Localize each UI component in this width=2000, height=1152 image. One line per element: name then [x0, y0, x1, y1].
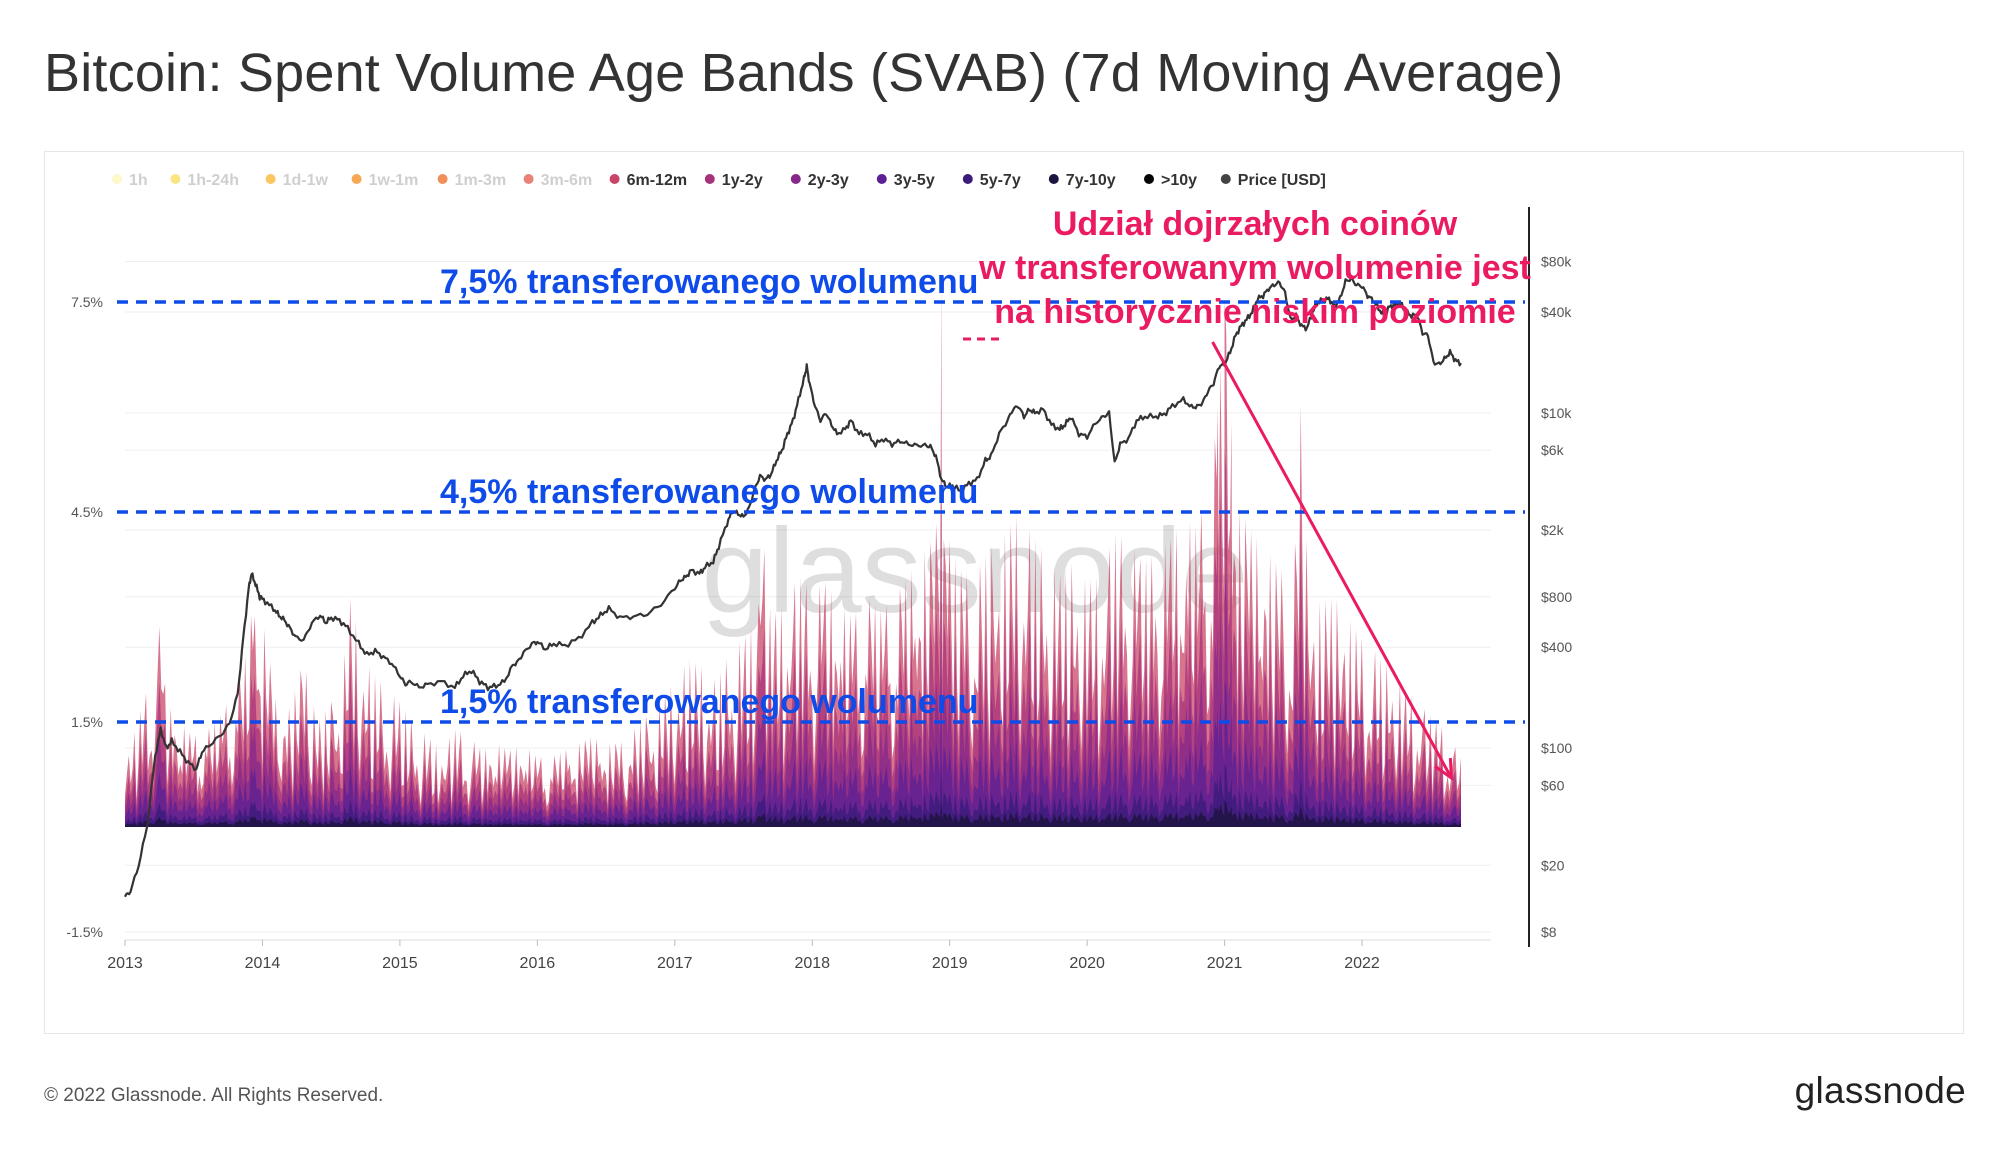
legend-label: 1h — [129, 172, 148, 189]
legend-label: 6m-12m — [627, 172, 687, 189]
reference-line-label: 7,5% transferowanego wolumenu — [440, 263, 978, 301]
legend-marker — [351, 174, 362, 184]
x-tick-label: 2017 — [657, 955, 693, 972]
legend-marker — [790, 174, 801, 184]
y-right-tick-label: $2k — [1541, 522, 1565, 538]
y-right-tick-label: $800 — [1541, 589, 1572, 605]
y-left-tick-label: -1.5% — [66, 924, 103, 940]
y-right-tick-label: $40k — [1541, 304, 1572, 320]
x-tick-label: 2020 — [1069, 955, 1105, 972]
y-right-tick-label: $100 — [1541, 740, 1572, 756]
reference-line-label: 4,5% transferowanego wolumenu — [440, 473, 978, 511]
glassnode-logo: glassnode — [1794, 1070, 1966, 1111]
legend-marker — [1220, 174, 1231, 184]
legend-marker — [265, 174, 276, 184]
x-tick-label: 2019 — [932, 955, 968, 972]
annotation: Udział dojrzałych coinów w transferowanym… — [963, 205, 1531, 782]
legend-label: 1h-24h — [187, 172, 239, 189]
annotation-arrow-shaft — [1211, 341, 1453, 779]
axes: 2013 2014 2015 2016 2017 2018 2019 2020 2021 2022… — [66, 207, 1572, 972]
legend-marker — [1048, 174, 1059, 184]
x-tick-label: 2014 — [245, 955, 281, 972]
x-tick-label: 2018 — [794, 955, 830, 972]
price-line — [124, 276, 1462, 898]
y-left-tick-label: 4.5% — [71, 504, 103, 520]
legend-label: 5y-7y — [980, 172, 1021, 189]
band-6m-12m — [125, 274, 1461, 827]
legend-label: 3y-5y — [894, 172, 935, 189]
chart-panel: glassnode 7,5% transferowanego wolumenu 4… — [44, 151, 1964, 1034]
x-tick-label: 2015 — [382, 955, 418, 972]
legend-label: Price [USD] — [1238, 172, 1326, 189]
legend-label: 1w-1m — [369, 172, 419, 189]
legend-label: 1y-2y — [722, 172, 763, 189]
y-right-tick-label: $6k — [1541, 442, 1565, 458]
legend-label: >10y — [1161, 172, 1197, 189]
legend-label: 7y-10y — [1066, 172, 1116, 189]
y-right-tick-label: $20 — [1541, 857, 1565, 873]
y-right-tick-label: $400 — [1541, 639, 1572, 655]
band-7y-10y — [125, 799, 1461, 827]
x-tick-label: 2022 — [1344, 955, 1380, 972]
x-tick-label: 2016 — [520, 955, 556, 972]
band-5y-7y — [125, 760, 1461, 827]
band-3y-5y — [125, 672, 1461, 827]
reference-line-label: 1,5% transferowanego wolumenu — [440, 683, 978, 721]
page-title: Bitcoin: Spent Volume Age Bands (SVAB) (… — [44, 43, 1564, 103]
x-tick-label: 2021 — [1207, 955, 1243, 972]
legend-marker — [609, 174, 620, 184]
annotation-text-line: Udział dojrzałych coinów — [1053, 205, 1458, 243]
y-left-tick-label: 1.5% — [71, 714, 103, 730]
band-2y-3y — [125, 561, 1461, 827]
legend-marker — [1144, 174, 1154, 184]
legend-label: 3m-6m — [541, 172, 593, 189]
annotation-arrow-head — [1434, 757, 1454, 782]
annotation-text-line: w transferowanym wolumenie jest — [978, 249, 1531, 287]
band-1y-2y — [125, 428, 1461, 827]
legend-marker — [112, 174, 122, 184]
y-left-tick-label: 7.5% — [71, 294, 103, 310]
price-line-layer — [124, 276, 1462, 898]
legend-label: 1d-1w — [283, 172, 329, 189]
chart-svg: glassnode 7,5% transferowanego wolumenu 4… — [66, 172, 1572, 972]
y-right-tick-label: $8 — [1541, 924, 1557, 940]
legend-label: 2y-3y — [808, 172, 849, 189]
reference-lines-layer: 7,5% transferowanego wolumenu 4,5% transf… — [117, 263, 1525, 724]
x-tick-label: 2013 — [107, 955, 143, 972]
legend-marker — [876, 174, 887, 184]
y-right-tick-label: $10k — [1541, 405, 1572, 421]
annotation-text-line: na historycznie niskim poziomie — [994, 293, 1515, 331]
y-right-tick-label: $60 — [1541, 777, 1565, 793]
copyright-text: © 2022 Glassnode. All Rights Reserved. — [44, 1085, 384, 1106]
legend-marker — [962, 174, 973, 184]
legend-marker — [704, 174, 715, 184]
legend-marker — [523, 174, 534, 184]
legend-marker — [437, 174, 448, 184]
legend-label: 1m-3m — [455, 172, 507, 189]
legend: 1h 1h-24h 1d-1w 1w-1m 1m-3m 3m-6m 6m-12m 1y-2y 2… — [112, 172, 1326, 189]
y-right-tick-label: $80k — [1541, 254, 1572, 270]
svab-area-layer — [125, 274, 1461, 827]
watermark: glassnode — [701, 504, 1248, 638]
legend-marker — [170, 174, 181, 184]
